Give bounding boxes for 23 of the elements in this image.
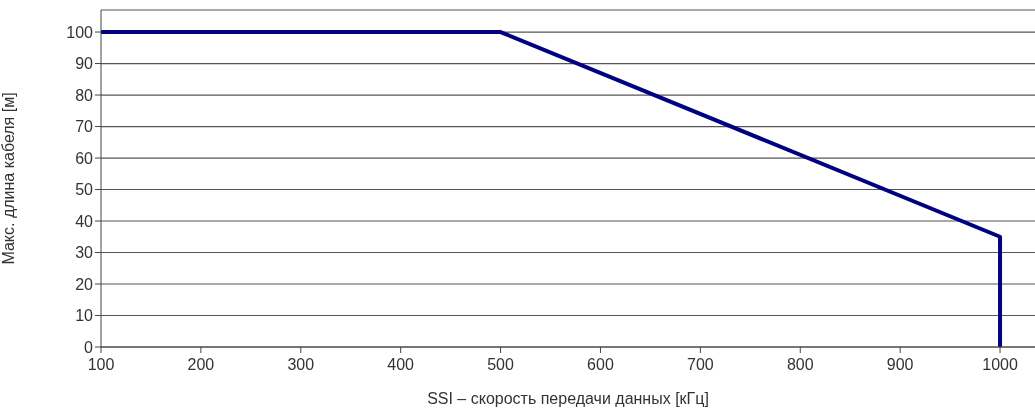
x-tick-label: 300 [287,356,315,374]
x-tick-label: 900 [886,356,914,374]
y-tick-label: 90 [75,55,94,73]
x-tick-label: 700 [687,356,714,374]
x-tick-label: 400 [387,356,415,374]
x-tick-label: 100 [87,356,115,374]
y-axis-title: Макс. длина кабеля [м] [0,92,17,265]
y-tick-label: 70 [75,118,94,136]
x-tick-label: 600 [587,356,614,374]
y-tick-label: 30 [75,244,94,262]
y-tick-label: 40 [75,212,94,230]
x-tick-label: 800 [786,356,814,374]
y-tick-label: 80 [75,86,94,104]
y-tick-label: 20 [75,275,94,293]
y-tick-label: 60 [75,149,94,167]
y-tick-label: 50 [75,181,94,199]
y-tick-label: 100 [66,23,94,41]
y-tick-label: 10 [75,307,94,325]
x-tick-label: 1000 [982,356,1018,374]
y-tick-label: 0 [84,338,94,356]
x-tick-label: 500 [487,356,515,374]
x-tick-label: 200 [187,356,215,374]
x-axis-title: SSI – скорость передачи данных [кГц] [427,390,709,407]
